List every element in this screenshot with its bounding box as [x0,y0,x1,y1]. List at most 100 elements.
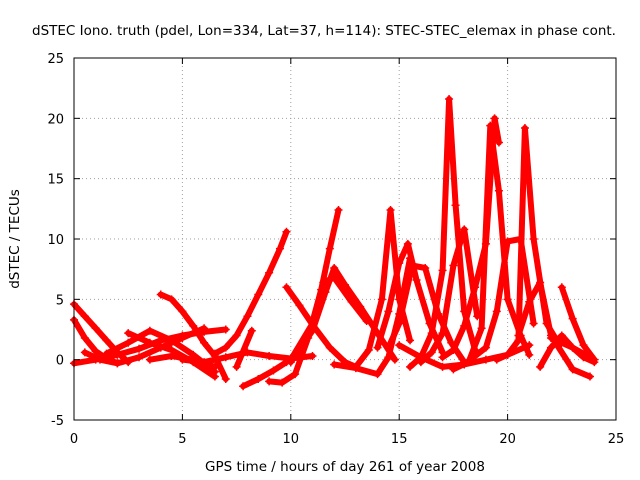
data-series-12 [239,358,291,391]
data-series [70,95,599,391]
data-point [145,326,154,335]
data-point [421,263,430,272]
data-point [377,295,386,304]
y-tick-label: 20 [47,112,64,127]
data-point [189,321,198,330]
data-point [269,366,278,375]
data-series-19 [373,239,447,357]
data-point [80,348,89,357]
data-point [568,365,577,374]
data-point [490,114,499,123]
data-point [438,353,447,362]
data-point [579,341,588,350]
y-tick-label: 10 [47,233,64,248]
data-point [167,336,176,345]
data-point [445,95,454,104]
data-point [80,333,89,342]
data-point [477,324,486,333]
data-point [406,336,415,345]
data-point [135,344,144,353]
data-point [568,314,577,323]
data-point [91,347,100,356]
data-point [438,362,447,371]
data-point [232,362,241,371]
data-point [210,349,219,358]
series-trace [515,279,593,380]
data-point [546,333,555,342]
series-trace [417,226,481,366]
data-point [525,350,534,359]
data-point [330,263,339,272]
data-series-28 [514,278,594,381]
data-point [494,186,503,195]
data-point [200,324,209,333]
data-point [221,325,230,334]
data-point [243,312,252,321]
data-point [546,343,555,352]
data-point [113,350,122,359]
data-series-22 [406,95,480,371]
data-point [325,343,334,352]
data-point [364,346,373,355]
data-point [557,283,566,292]
data-point [408,261,417,270]
data-point [145,355,154,364]
data-point [503,237,512,246]
data-point [494,138,503,147]
data-point [221,343,230,352]
data-point [247,326,256,335]
data-point [325,244,334,253]
data-point [319,278,328,287]
data-point [438,266,447,275]
data-point [536,362,545,371]
data-point [178,355,187,364]
data-point [295,301,304,310]
data-series-10 [210,227,291,358]
y-tick-label: 15 [47,173,64,188]
data-point [282,283,291,292]
data-point [585,372,594,381]
series-trace [287,274,370,363]
series-trace [211,228,290,357]
data-series-16 [286,273,371,364]
data-point [239,382,248,391]
data-point [102,349,111,358]
data-point [200,358,209,367]
data-point [384,343,393,352]
data-point [330,360,339,369]
data-point [102,336,111,345]
data-point [265,352,274,361]
data-point [145,338,154,347]
y-tick-label: -5 [51,414,64,429]
data-point [427,329,436,338]
x-tick-labels: 0 5 10 15 20 25 [70,432,624,447]
data-point [80,312,89,321]
data-point [481,343,490,352]
x-tick-label: 0 [70,432,78,447]
data-point [525,297,534,306]
data-point [265,268,274,277]
data-point [200,338,209,347]
data-point [254,374,263,383]
y-tick-labels: -5 0 5 10 15 20 25 [47,52,64,429]
data-point [135,353,144,362]
y-tick-label: 5 [56,293,64,308]
y-axis-label: dSTEC / TECUs [7,189,23,289]
data-point [113,359,122,368]
data-point [460,225,469,234]
data-point [520,123,529,132]
data-point [492,355,501,364]
data-series-31 [546,333,599,364]
data-point [308,352,317,361]
data-point [503,350,512,359]
data-point [265,377,274,386]
data-point [124,329,133,338]
x-tick-label: 5 [178,432,186,447]
data-point [395,319,404,328]
data-point [373,370,382,379]
data-point [471,283,480,292]
series-trace [103,327,218,375]
data-point [334,206,343,215]
data-point [568,343,577,352]
data-point [390,355,399,364]
